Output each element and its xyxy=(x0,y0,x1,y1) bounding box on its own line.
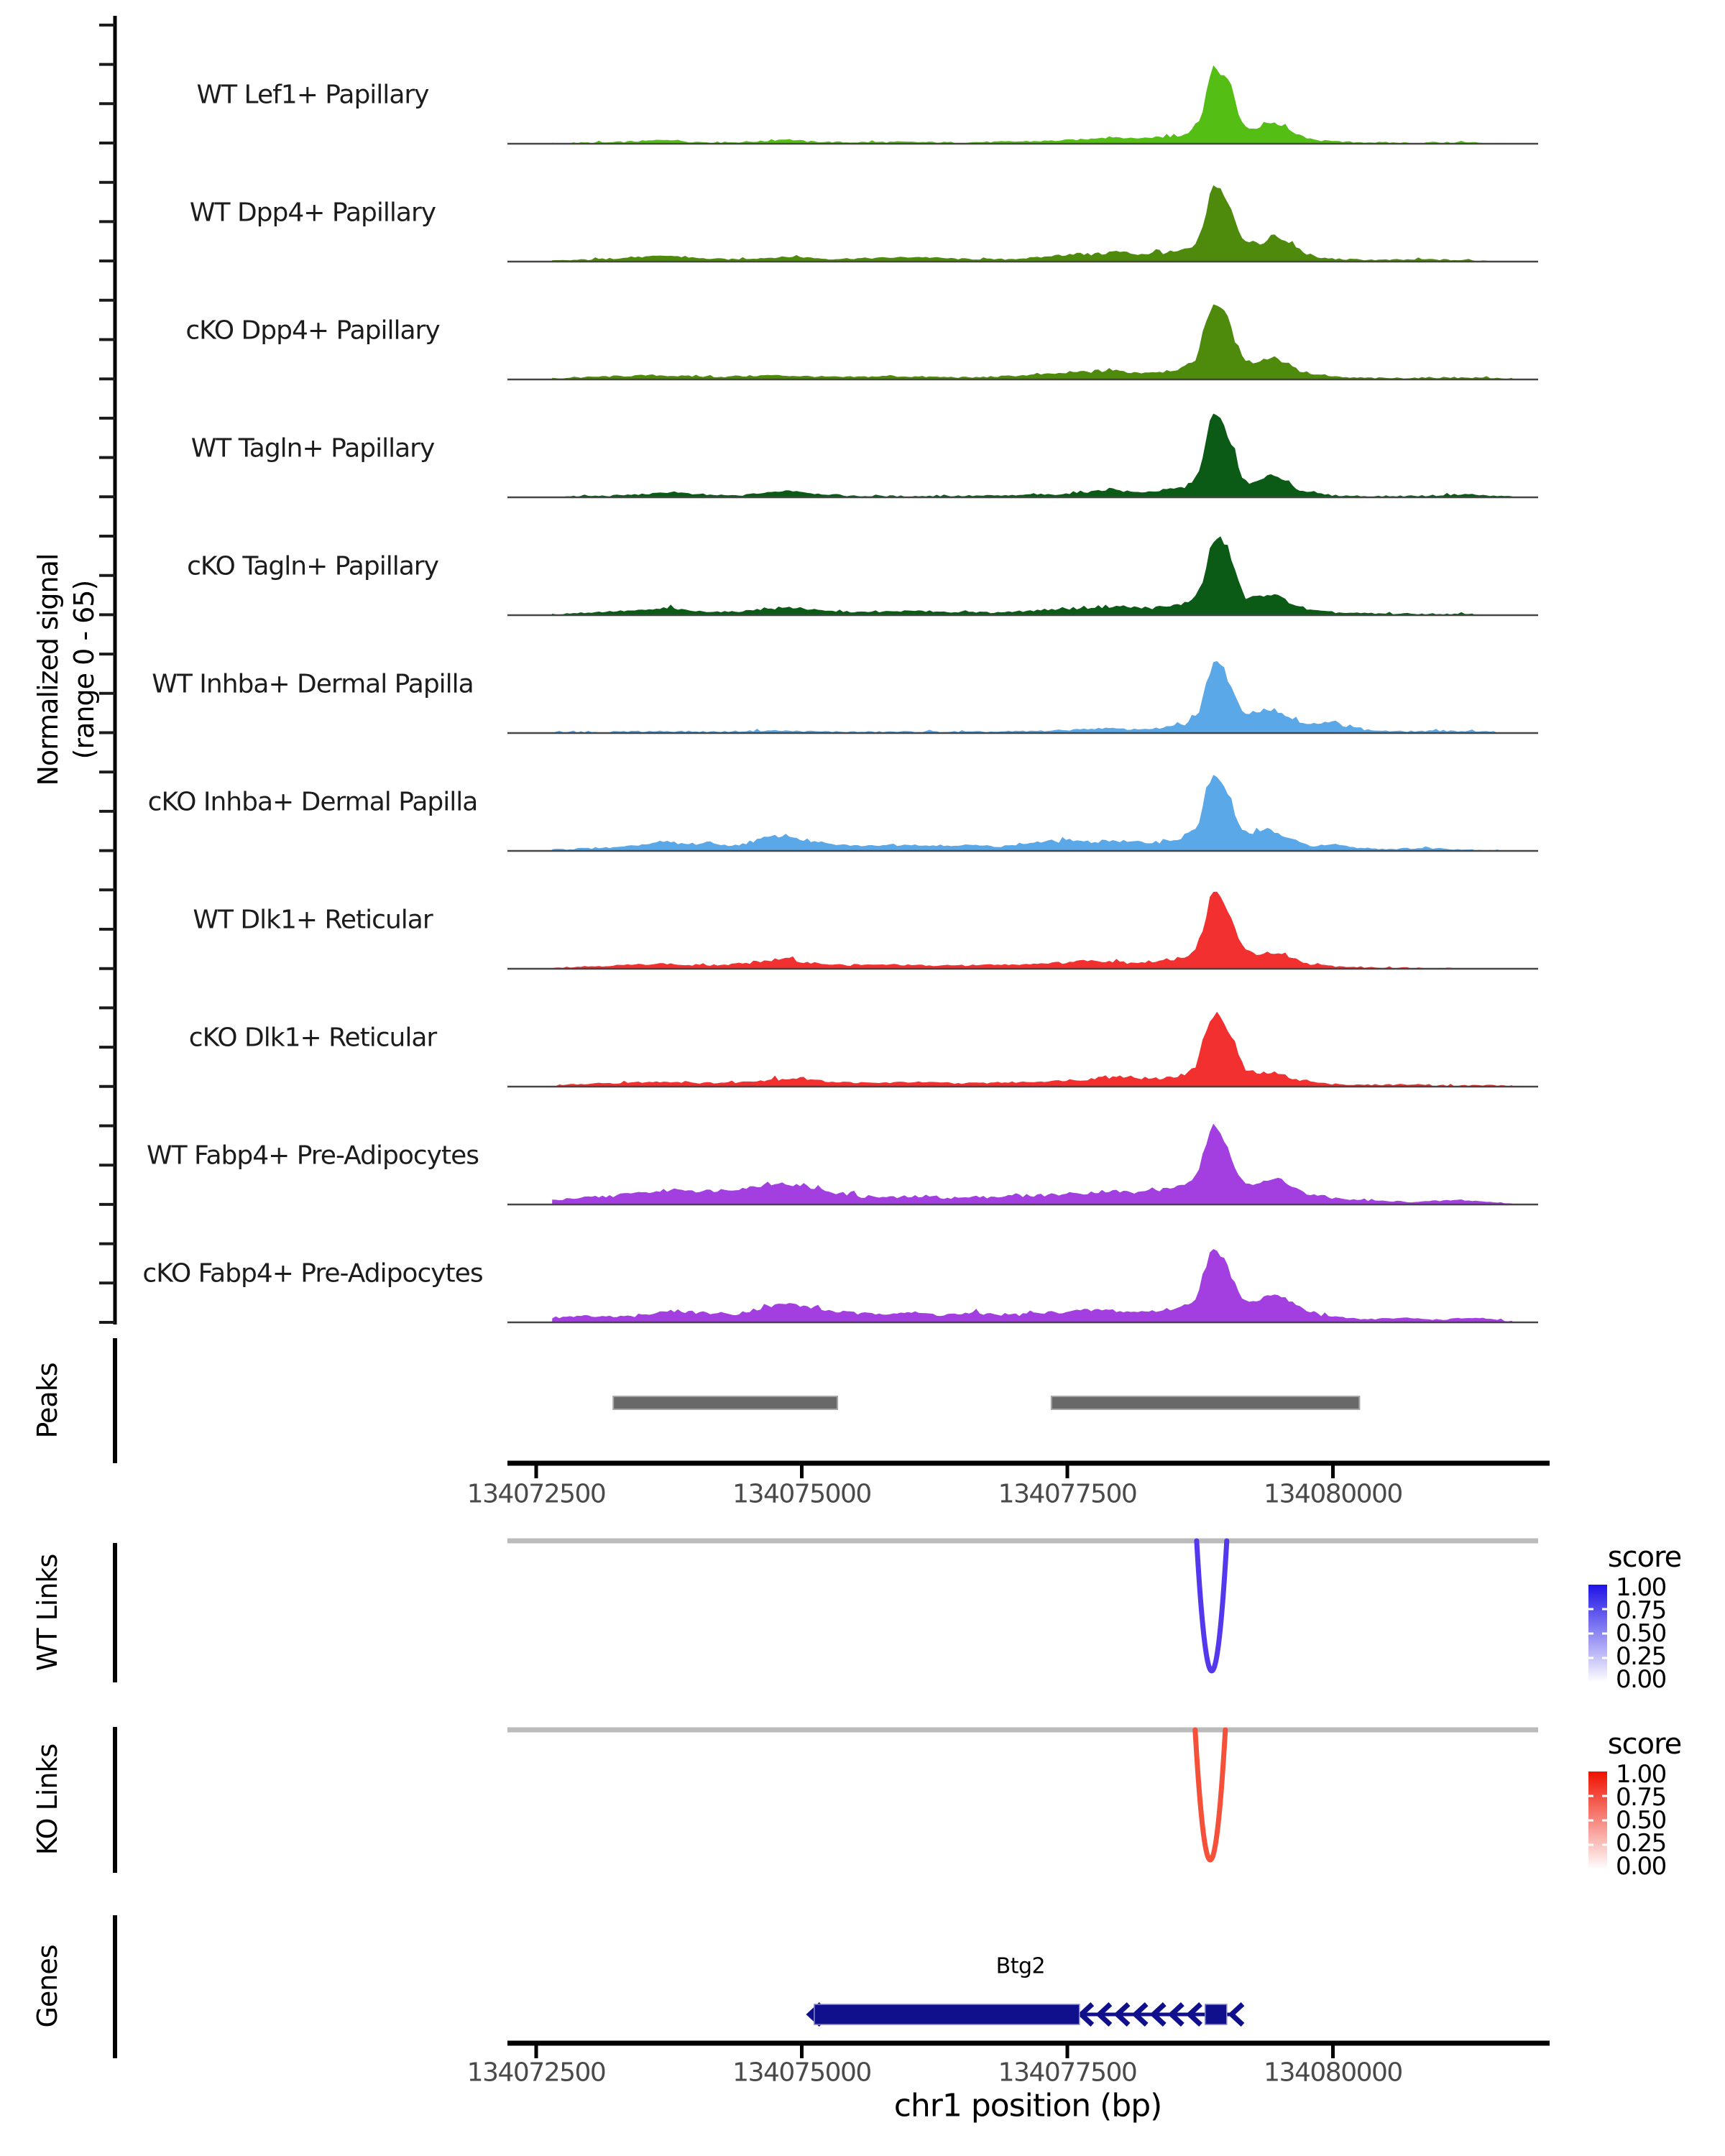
x-tick-label: 134080000 xyxy=(1264,2058,1403,2088)
peak-interval xyxy=(1050,1396,1361,1410)
signal-track xyxy=(507,1011,1538,1088)
gene-exon xyxy=(814,2004,1080,2025)
y-axis-label: Normalized signal (range 0 - 65) xyxy=(30,554,102,786)
signal-track xyxy=(507,775,1538,852)
peak-interval xyxy=(612,1396,839,1410)
score-legend-tick: 0.75 xyxy=(1616,1596,1667,1625)
score-legend-title: score xyxy=(1607,1728,1682,1761)
y-axis-label-line2: (range 0 - 65) xyxy=(68,580,100,760)
x-tick-label: 134077500 xyxy=(998,2058,1138,2088)
genome-axis xyxy=(507,2040,1550,2058)
track-label: WT Fabp4+ Pre-Adipocytes xyxy=(147,1141,479,1171)
score-legend-tick: 0.75 xyxy=(1616,1783,1667,1812)
track-label: WT Tagln+ Papillary xyxy=(190,433,436,464)
links-track xyxy=(507,1538,1607,1682)
score-legend-tick: 1.00 xyxy=(1616,1760,1667,1789)
track-label: cKO Dlk1+ Reticular xyxy=(188,1023,437,1053)
score-legend-tick: 0.50 xyxy=(1616,1806,1667,1835)
x-tick-label: 134075000 xyxy=(732,2058,872,2088)
signal-track xyxy=(507,413,1538,499)
section-label: WT Links xyxy=(32,1554,63,1672)
x-tick-label: 134080000 xyxy=(1264,1479,1403,1509)
link-arc xyxy=(1194,1538,1230,1674)
score-legend-tick: 1.00 xyxy=(1616,1573,1667,1602)
x-tick-label: 134077500 xyxy=(998,1479,1138,1509)
track-label: WT Dlk1+ Reticular xyxy=(193,905,433,935)
link-arc xyxy=(1192,1727,1228,1863)
signal-track xyxy=(507,660,1538,734)
x-tick-label: 134075000 xyxy=(732,1479,872,1509)
signal-track xyxy=(507,304,1538,381)
score-legend-tick: 0.25 xyxy=(1616,1829,1667,1858)
signal-track xyxy=(507,1123,1538,1206)
track-label: WT Inhba+ Dermal Papilla xyxy=(152,669,474,699)
signal-track xyxy=(507,891,1538,970)
track-label: cKO Tagln+ Papillary xyxy=(187,551,439,581)
gene-model xyxy=(806,2002,1245,2027)
genome-axis xyxy=(507,1460,1550,1478)
signal-track xyxy=(507,1249,1538,1324)
section-label: Peaks xyxy=(32,1363,63,1439)
score-legend-tick: 0.25 xyxy=(1616,1642,1667,1671)
track-label: cKO Fabp4+ Pre-Adipocytes xyxy=(142,1258,483,1289)
section-label: KO Links xyxy=(32,1743,63,1856)
section-label: Genes xyxy=(32,1945,63,2028)
signal-track xyxy=(507,65,1538,145)
x-tick-label: 134072500 xyxy=(466,1479,607,1509)
y-axis xyxy=(99,16,117,1325)
x-tick-label: 134072500 xyxy=(466,2058,607,2088)
signal-track xyxy=(507,536,1538,617)
links-track xyxy=(507,1727,1607,1869)
gene-exon xyxy=(1205,2004,1228,2025)
gene-name-label: Btg2 xyxy=(995,1953,1046,1979)
score-legend-tick: 0.00 xyxy=(1616,1665,1667,1694)
score-legend-title: score xyxy=(1607,1541,1682,1574)
track-label: WT Lef1+ Papillary xyxy=(196,80,430,110)
score-legend-tick: 0.50 xyxy=(1616,1619,1667,1648)
signal-track xyxy=(507,185,1538,263)
score-legend-tick: 0.00 xyxy=(1616,1852,1667,1881)
track-label: cKO Dpp4+ Papillary xyxy=(185,315,440,346)
track-label: WT Dpp4+ Papillary xyxy=(189,198,436,228)
track-label: cKO Inhba+ Dermal Papilla xyxy=(147,787,479,817)
y-axis-label-line1: Normalized signal xyxy=(32,553,64,786)
x-axis-title: chr1 position (bp) xyxy=(893,2087,1163,2124)
